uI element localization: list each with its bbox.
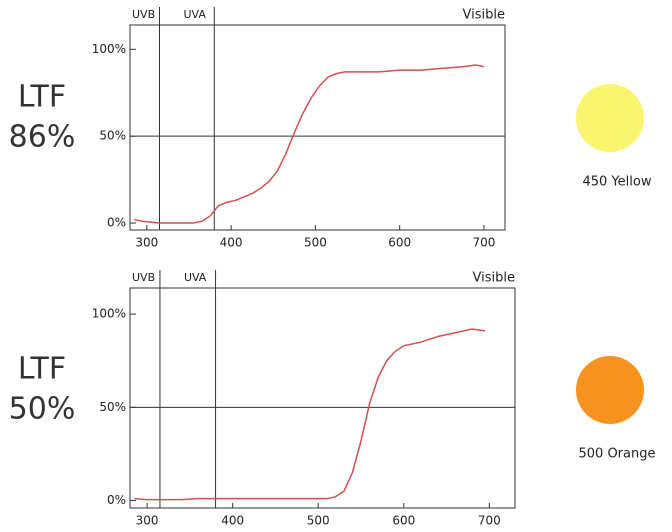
x-tick-label: 500 [304, 236, 327, 250]
plot-frame [129, 24, 506, 231]
region-label: UVB [132, 8, 155, 21]
x-tick-label: 300 [135, 236, 158, 250]
x-tick-label: 300 [136, 514, 159, 528]
color-swatch [576, 84, 644, 152]
y-tick-label: 100% [92, 307, 126, 321]
x-tick-label: 700 [472, 236, 495, 250]
region-label: UVB [132, 271, 155, 284]
x-tick-label: 400 [220, 236, 243, 250]
x-tick-label: 400 [221, 514, 244, 528]
color-swatch [576, 356, 644, 424]
swatch-label: 450 Yellow [583, 175, 652, 190]
y-tick-label: 50% [99, 400, 126, 414]
y-tick-label: 100% [92, 42, 126, 56]
region-label: Visible [463, 8, 505, 23]
region-label: UVA [184, 271, 207, 284]
plot-frame [129, 287, 516, 509]
ltf-label: LTF [18, 352, 66, 387]
x-tick-label: 500 [307, 514, 330, 528]
y-tick-label: 0% [107, 493, 126, 507]
region-label: UVA [183, 8, 206, 21]
y-tick-label: 50% [99, 129, 126, 143]
x-tick-label: 600 [392, 514, 415, 528]
ltf-label: 86% [9, 120, 76, 155]
data-line [134, 328, 486, 501]
x-tick-label: 600 [388, 236, 411, 250]
data-line [134, 64, 485, 224]
region-label: Visible [473, 271, 515, 286]
x-tick-label: 700 [478, 514, 501, 528]
swatch-label: 500 Orange [579, 447, 656, 462]
ltf-label: 50% [9, 392, 76, 427]
y-tick-label: 0% [107, 216, 126, 230]
ltf-label: LTF [18, 80, 66, 115]
